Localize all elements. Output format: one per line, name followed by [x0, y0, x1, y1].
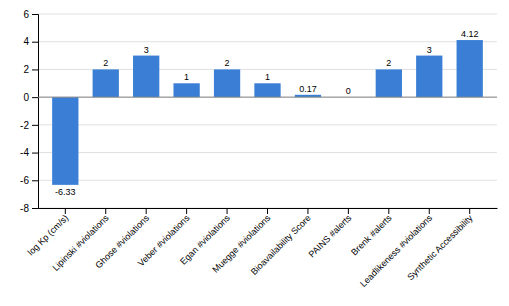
x-tick-mark [388, 208, 389, 214]
y-tick-mark [32, 97, 38, 98]
x-tick-mark [429, 208, 430, 214]
x-tick-mark [65, 208, 66, 214]
data-label: -6.33 [55, 187, 76, 197]
bar [93, 69, 119, 97]
bar [214, 69, 240, 97]
x-tick-label: PAINS #alerts [307, 212, 354, 259]
y-tick: -8 [20, 203, 38, 214]
grid-line [38, 152, 497, 153]
bars [52, 40, 483, 185]
bar [416, 56, 442, 98]
y-tick: -4 [20, 147, 38, 158]
data-label: 1 [184, 72, 189, 82]
data-label: 3 [427, 45, 432, 55]
y-tick-mark [32, 69, 38, 70]
y-axis: -8 -6 -4 -2 0 2 4 6 [20, 9, 38, 214]
x-tick: Synthetic Accessibility [405, 208, 475, 282]
y-tick-mark [32, 153, 38, 154]
x-tick-mark [186, 208, 187, 214]
y-tick-mark [32, 180, 38, 181]
bar [457, 40, 483, 97]
y-tick-label: -4 [20, 147, 29, 158]
data-label: 4.12 [461, 29, 479, 39]
y-tick-label: -8 [20, 203, 29, 214]
x-tick-label: Brenk #alerts [349, 212, 394, 257]
x-tick-mark [348, 208, 349, 214]
bar [173, 83, 199, 97]
bar [133, 56, 159, 98]
zero-line [38, 97, 497, 98]
bar [254, 83, 280, 97]
x-tick-label: Leadlikeness #violations [358, 212, 434, 288]
y-tick: 0 [23, 92, 38, 103]
x-tick-mark [267, 208, 268, 214]
y-tick-label: 4 [23, 36, 29, 47]
x-tick-mark [146, 208, 147, 214]
x-tick: Brenk #alerts [349, 208, 394, 257]
y-tick-mark [32, 14, 38, 15]
grid [38, 14, 497, 208]
y-tick: 6 [23, 9, 38, 20]
x-tick: PAINS #alerts [307, 208, 354, 259]
grid-line [38, 97, 497, 98]
y-axis-line [32, 15, 39, 209]
x-tick-label: Bioavailability Score [249, 213, 313, 277]
x-axis: log Kp (cm/s)Lipinski #violationsGhose #… [26, 208, 498, 289]
grid-line [38, 14, 497, 15]
data-label: 0.17 [299, 84, 317, 94]
data-label: 2 [103, 58, 108, 68]
x-tick: Bioavailability Score [249, 208, 313, 277]
y-tick: -6 [20, 175, 38, 186]
x-tick: log Kp (cm/s) [26, 208, 71, 257]
chart: -8 -6 -4 -2 0 2 4 6 log Kp (cm/s)Lipinski #viola… [0, 0, 509, 306]
data-label: 3 [144, 45, 149, 55]
y-tick: -2 [20, 120, 38, 131]
y-tick-mark [32, 125, 38, 126]
y-tick-label: -6 [20, 175, 29, 186]
bar [52, 97, 78, 185]
y-tick-mark [32, 42, 38, 43]
data-label: 1 [265, 72, 270, 82]
y-tick: 2 [23, 64, 38, 75]
plot: -8 -6 -4 -2 0 2 4 6 log Kp (cm/s)Lipinski #viola… [20, 9, 497, 289]
y-tick-mark [32, 208, 38, 209]
x-tick-label: log Kp (cm/s) [26, 213, 71, 258]
bar [376, 69, 402, 97]
data-label: 2 [225, 58, 230, 68]
x-tick-mark [469, 208, 470, 214]
data-labels: -6.33 2 3 1 2 1 0.17 0 2 3 4.12 [55, 29, 478, 197]
grid-line [38, 124, 497, 125]
grid-line [38, 180, 497, 181]
y-tick-label: 6 [23, 9, 29, 20]
x-tick-label: Synthetic Accessibility [405, 212, 475, 282]
data-label: 2 [386, 58, 391, 68]
x-tick-mark [307, 208, 308, 214]
y-tick-label: 0 [23, 92, 29, 103]
y-tick-label: -2 [20, 120, 29, 131]
data-label: 0 [346, 86, 351, 96]
x-tick-mark [105, 208, 106, 214]
y-tick: 4 [23, 36, 38, 47]
x-tick: Leadlikeness #violations [358, 208, 434, 289]
x-tick-mark [227, 208, 228, 214]
y-tick-label: 2 [23, 64, 29, 75]
grid-line [38, 41, 497, 42]
